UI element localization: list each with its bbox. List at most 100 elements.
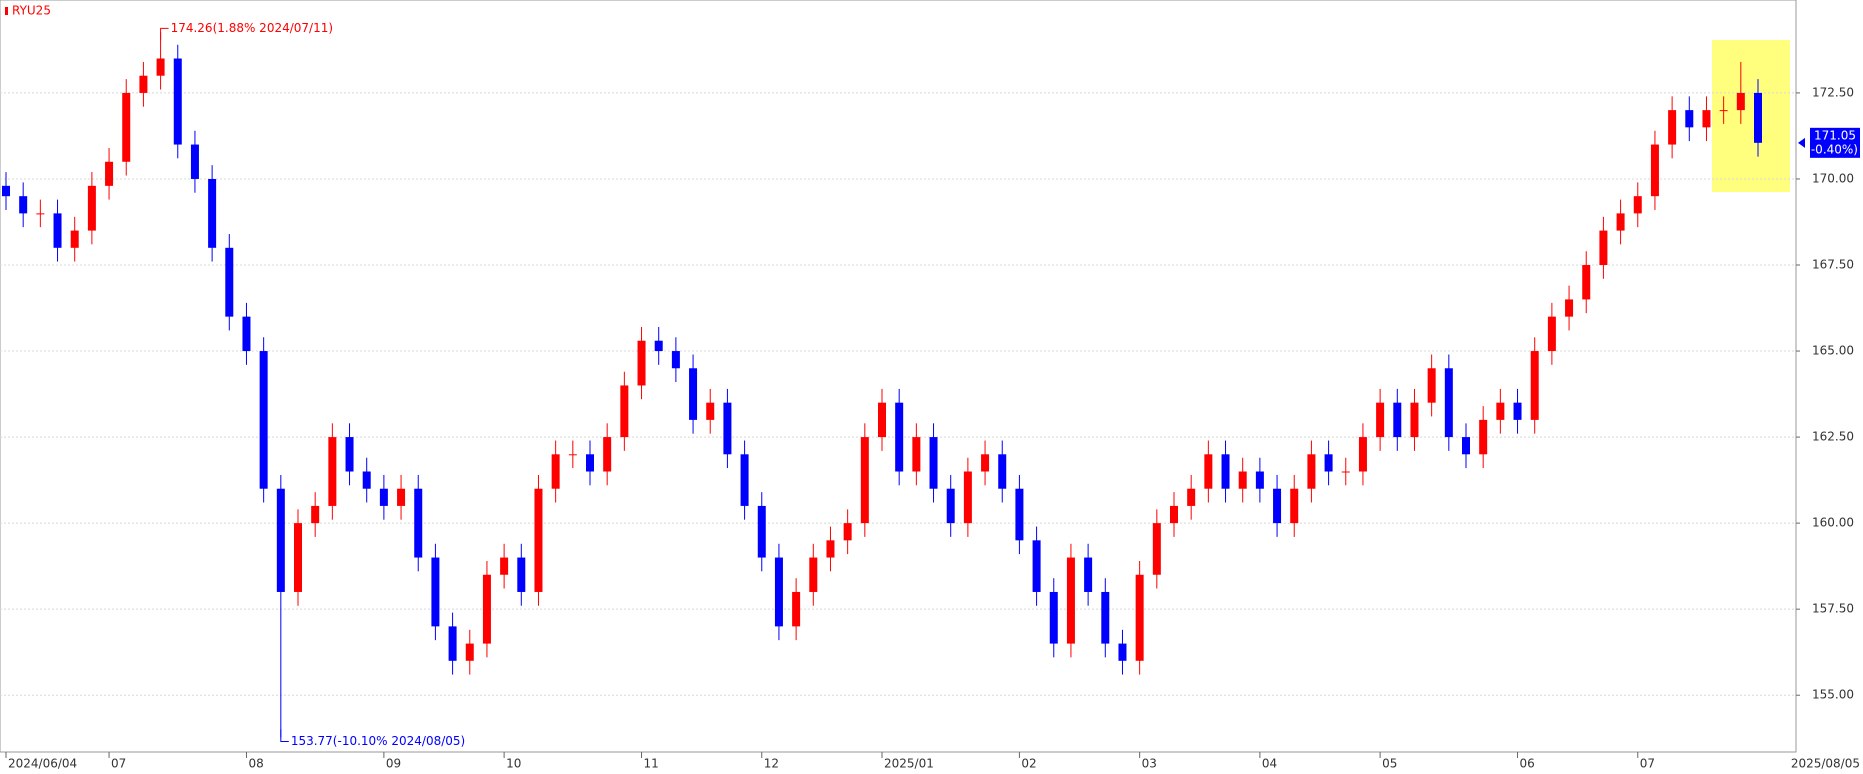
last-price-label: 171.05 [1814,128,1856,142]
candle-body [1290,488,1299,524]
candle-body [757,505,766,558]
candle-body [774,557,783,627]
legend-swatch [5,7,8,15]
candle-body [2,185,10,197]
x-tick-label: 10 [506,757,521,771]
candle-body [1084,557,1093,592]
candle-body [1324,454,1333,472]
candle-body [586,454,594,472]
x-tick-label: 07 [111,757,126,771]
high-annotation: 174.26(1.88% 2024/07/11) [171,21,333,35]
candle-body [998,454,1007,489]
candle-body [637,340,646,386]
highlight [1712,40,1790,192]
candle-body [1238,471,1247,489]
candle-body [259,351,268,489]
candle-body [1565,299,1574,317]
candle-body [1633,196,1642,214]
annotation-arrow [280,729,289,743]
candle-body [482,574,491,644]
candle-body [1358,437,1367,472]
last-price-box [1810,127,1860,158]
candle-body [1668,110,1677,145]
candle-body [963,471,972,524]
candle-body [809,557,818,592]
candle-body [1221,454,1230,489]
x-tick-label: 12 [764,757,779,771]
candle-body [276,488,285,592]
candle-body [173,58,182,145]
x-tick-label: 06 [1520,757,1535,771]
candle-body [1152,523,1161,575]
candle-body [1754,92,1762,143]
x-tick-label: 2024/06/04 [8,757,77,771]
last-price-pointer [1798,137,1805,148]
candle-body [551,454,560,489]
candle-body [1393,402,1402,438]
candle-body [1049,591,1058,644]
candle-body [1032,540,1041,592]
candle-body [379,488,388,506]
y-tick-label: 160.00 [1812,516,1854,530]
x-tick-label: 05 [1382,757,1397,771]
candle-body [620,385,629,438]
candle-body [1410,402,1419,438]
candle-body [1702,110,1711,128]
candle-body [723,402,732,455]
candle-body [1719,110,1728,112]
candle-body [1685,110,1694,128]
candle-body [860,437,869,524]
candle-body [190,144,199,179]
candle-body [362,471,371,489]
candle-body [1204,454,1213,489]
x-tick-label: 04 [1262,757,1277,771]
candle-body [345,437,354,472]
candle-body [1118,643,1127,661]
candle-body [397,488,406,506]
candle-body [1187,488,1196,506]
candle-body [878,402,886,438]
candle-body [1376,402,1385,438]
candle-body [53,213,62,248]
candle-body [1599,230,1608,266]
candle-body [1479,419,1488,455]
candle-body [1341,471,1350,473]
x-tick-label: 09 [386,757,401,771]
candle-body [671,351,680,369]
x-tick-label: 03 [1142,757,1157,771]
x-end-label: 2025/08/05 [1791,757,1860,771]
candle-body [1530,351,1539,420]
annotation-arrow [160,27,169,41]
y-tick-label: 162.50 [1812,430,1854,444]
candle-body [946,488,955,524]
candle-body [311,505,320,524]
candle-body [105,161,114,186]
y-tick-label: 155.00 [1812,688,1854,702]
candle-body [19,196,28,214]
candle-body [568,454,577,456]
candle-body [36,213,45,215]
candle-body [1307,454,1316,489]
candle-body [1582,265,1591,300]
candle-body [500,557,509,575]
candle-body [156,58,165,76]
y-tick-label: 172.50 [1812,85,1854,99]
candle-body [70,230,79,248]
candle-body [87,185,96,231]
candle-body [448,626,457,661]
candle-body [1444,368,1453,438]
candle-body [534,488,543,592]
candle-body [1547,316,1556,352]
candle-body [895,402,904,472]
x-tick-label: 07 [1640,757,1655,771]
candle-body [242,316,251,352]
candle-body [740,454,749,506]
x-tick-label: 11 [644,757,659,771]
candle-body [1650,144,1659,197]
candle-body [912,437,921,472]
candle-body [122,92,131,162]
candle-body [431,557,440,627]
candle-body [1513,402,1522,420]
candle-body [689,368,698,420]
